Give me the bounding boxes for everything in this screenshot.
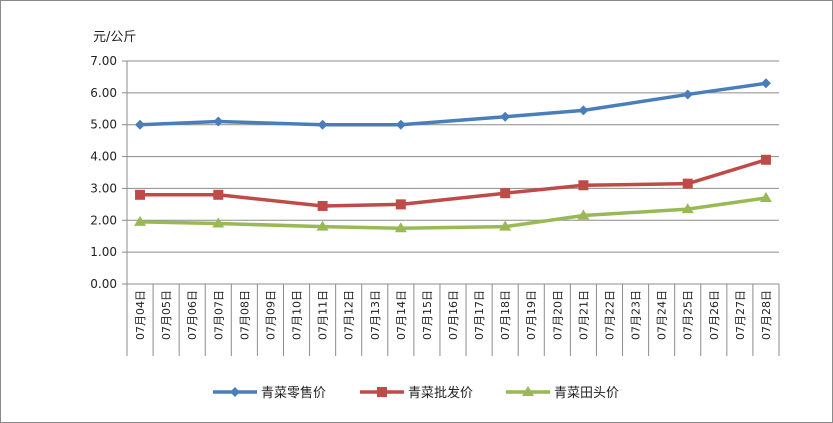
- x-tick-label: 07月23日: [630, 290, 643, 340]
- data-point: [134, 215, 147, 226]
- x-tick-label: 07月05日: [160, 290, 173, 340]
- y-tick-label: 3.00: [90, 181, 117, 195]
- x-tick-label: 07月08日: [238, 290, 251, 340]
- series-1: [135, 78, 771, 130]
- y-tick-label: 4.00: [90, 150, 117, 164]
- data-point: [760, 78, 771, 89]
- data-point: [316, 220, 329, 231]
- y-axis-unit-label: 元/公斤: [93, 30, 136, 45]
- x-tick-label: 07月09日: [264, 290, 277, 340]
- series-2: [135, 154, 771, 211]
- y-axis-ticks: 0.00 1.00 2.00 3.00 4.00 5.00 6.00 7.00: [90, 54, 127, 291]
- x-tick-label: 07月21日: [577, 290, 590, 340]
- data-point: [682, 89, 693, 100]
- x-tick-label: 07月27日: [734, 290, 747, 340]
- legend-marker: [230, 387, 240, 397]
- data-point: [577, 209, 590, 220]
- x-tick-label: 07月26日: [708, 290, 721, 340]
- x-tick-label: 07月16日: [447, 290, 460, 340]
- x-tick-label: 07月19日: [525, 290, 538, 340]
- data-point: [682, 178, 693, 189]
- data-point: [135, 119, 146, 130]
- x-tick-label: 07月28日: [760, 290, 773, 340]
- legend-marker: [522, 386, 534, 396]
- data-point: [395, 119, 406, 130]
- data-point: [135, 189, 146, 200]
- x-tick-label: 07月22日: [603, 290, 616, 340]
- data-point: [500, 188, 511, 199]
- y-tick-label: 1.00: [90, 245, 117, 259]
- x-tick-label: 07月12日: [343, 290, 356, 340]
- data-point: [317, 119, 328, 130]
- x-tick-label: 07月10日: [291, 290, 304, 340]
- data-point: [394, 222, 407, 233]
- data-point: [759, 191, 772, 202]
- data-point: [681, 203, 694, 214]
- series-group: [134, 78, 772, 233]
- series-line: [140, 158, 767, 208]
- x-tick-label: 07月07日: [212, 290, 225, 340]
- x-tick-label: 07月06日: [186, 290, 199, 340]
- y-tick-label: 6.00: [90, 86, 117, 100]
- legend-label: 青菜批发价: [408, 385, 473, 401]
- y-tick-label: 5.00: [90, 118, 117, 132]
- axes: [126, 61, 779, 285]
- data-point: [213, 189, 224, 200]
- legend-label: 青菜田头价: [554, 386, 619, 401]
- legend-marker: [377, 387, 387, 397]
- legend-item: 青菜田头价: [506, 386, 619, 401]
- x-tick-label: 07月15日: [421, 290, 434, 340]
- gridlines: [127, 60, 779, 253]
- y-tick-label: 2.00: [90, 213, 117, 227]
- legend-label: 青菜零售价: [261, 385, 326, 401]
- x-axis-ticks: 07月04日 07月05日 07月06日 07月07日 07月08日 07月09日 07月1…: [126, 284, 780, 356]
- data-point: [499, 220, 512, 231]
- x-tick-label: 07月04日: [134, 290, 147, 340]
- data-point: [500, 111, 511, 122]
- y-tick-label: 0.00: [90, 277, 117, 291]
- series-line: [140, 196, 767, 230]
- data-point: [578, 105, 589, 116]
- data-point: [317, 200, 328, 211]
- x-tick-label: 07月13日: [369, 290, 382, 340]
- data-point: [578, 180, 589, 191]
- x-tick-label: 07月11日: [317, 290, 330, 340]
- x-tick-label: 07月24日: [656, 290, 669, 340]
- data-point: [212, 217, 225, 228]
- legend-item: 青菜零售价: [213, 385, 326, 401]
- series-line: [139, 81, 767, 127]
- y-tick-label: 7.00: [90, 54, 117, 68]
- x-tick-label: 07月14日: [395, 290, 408, 340]
- data-point: [213, 116, 224, 127]
- x-tick-label: 07月20日: [551, 290, 564, 340]
- data-point: [760, 154, 771, 165]
- x-tick-label: 07月18日: [499, 290, 512, 340]
- x-tick-label: 07月25日: [682, 290, 695, 340]
- legend: 青菜零售价 青菜批发价 青菜田头价: [213, 385, 619, 401]
- data-point: [395, 199, 406, 210]
- series-3: [134, 191, 772, 233]
- x-tick-label: 07月17日: [473, 290, 486, 340]
- legend-item: 青菜批发价: [360, 385, 473, 401]
